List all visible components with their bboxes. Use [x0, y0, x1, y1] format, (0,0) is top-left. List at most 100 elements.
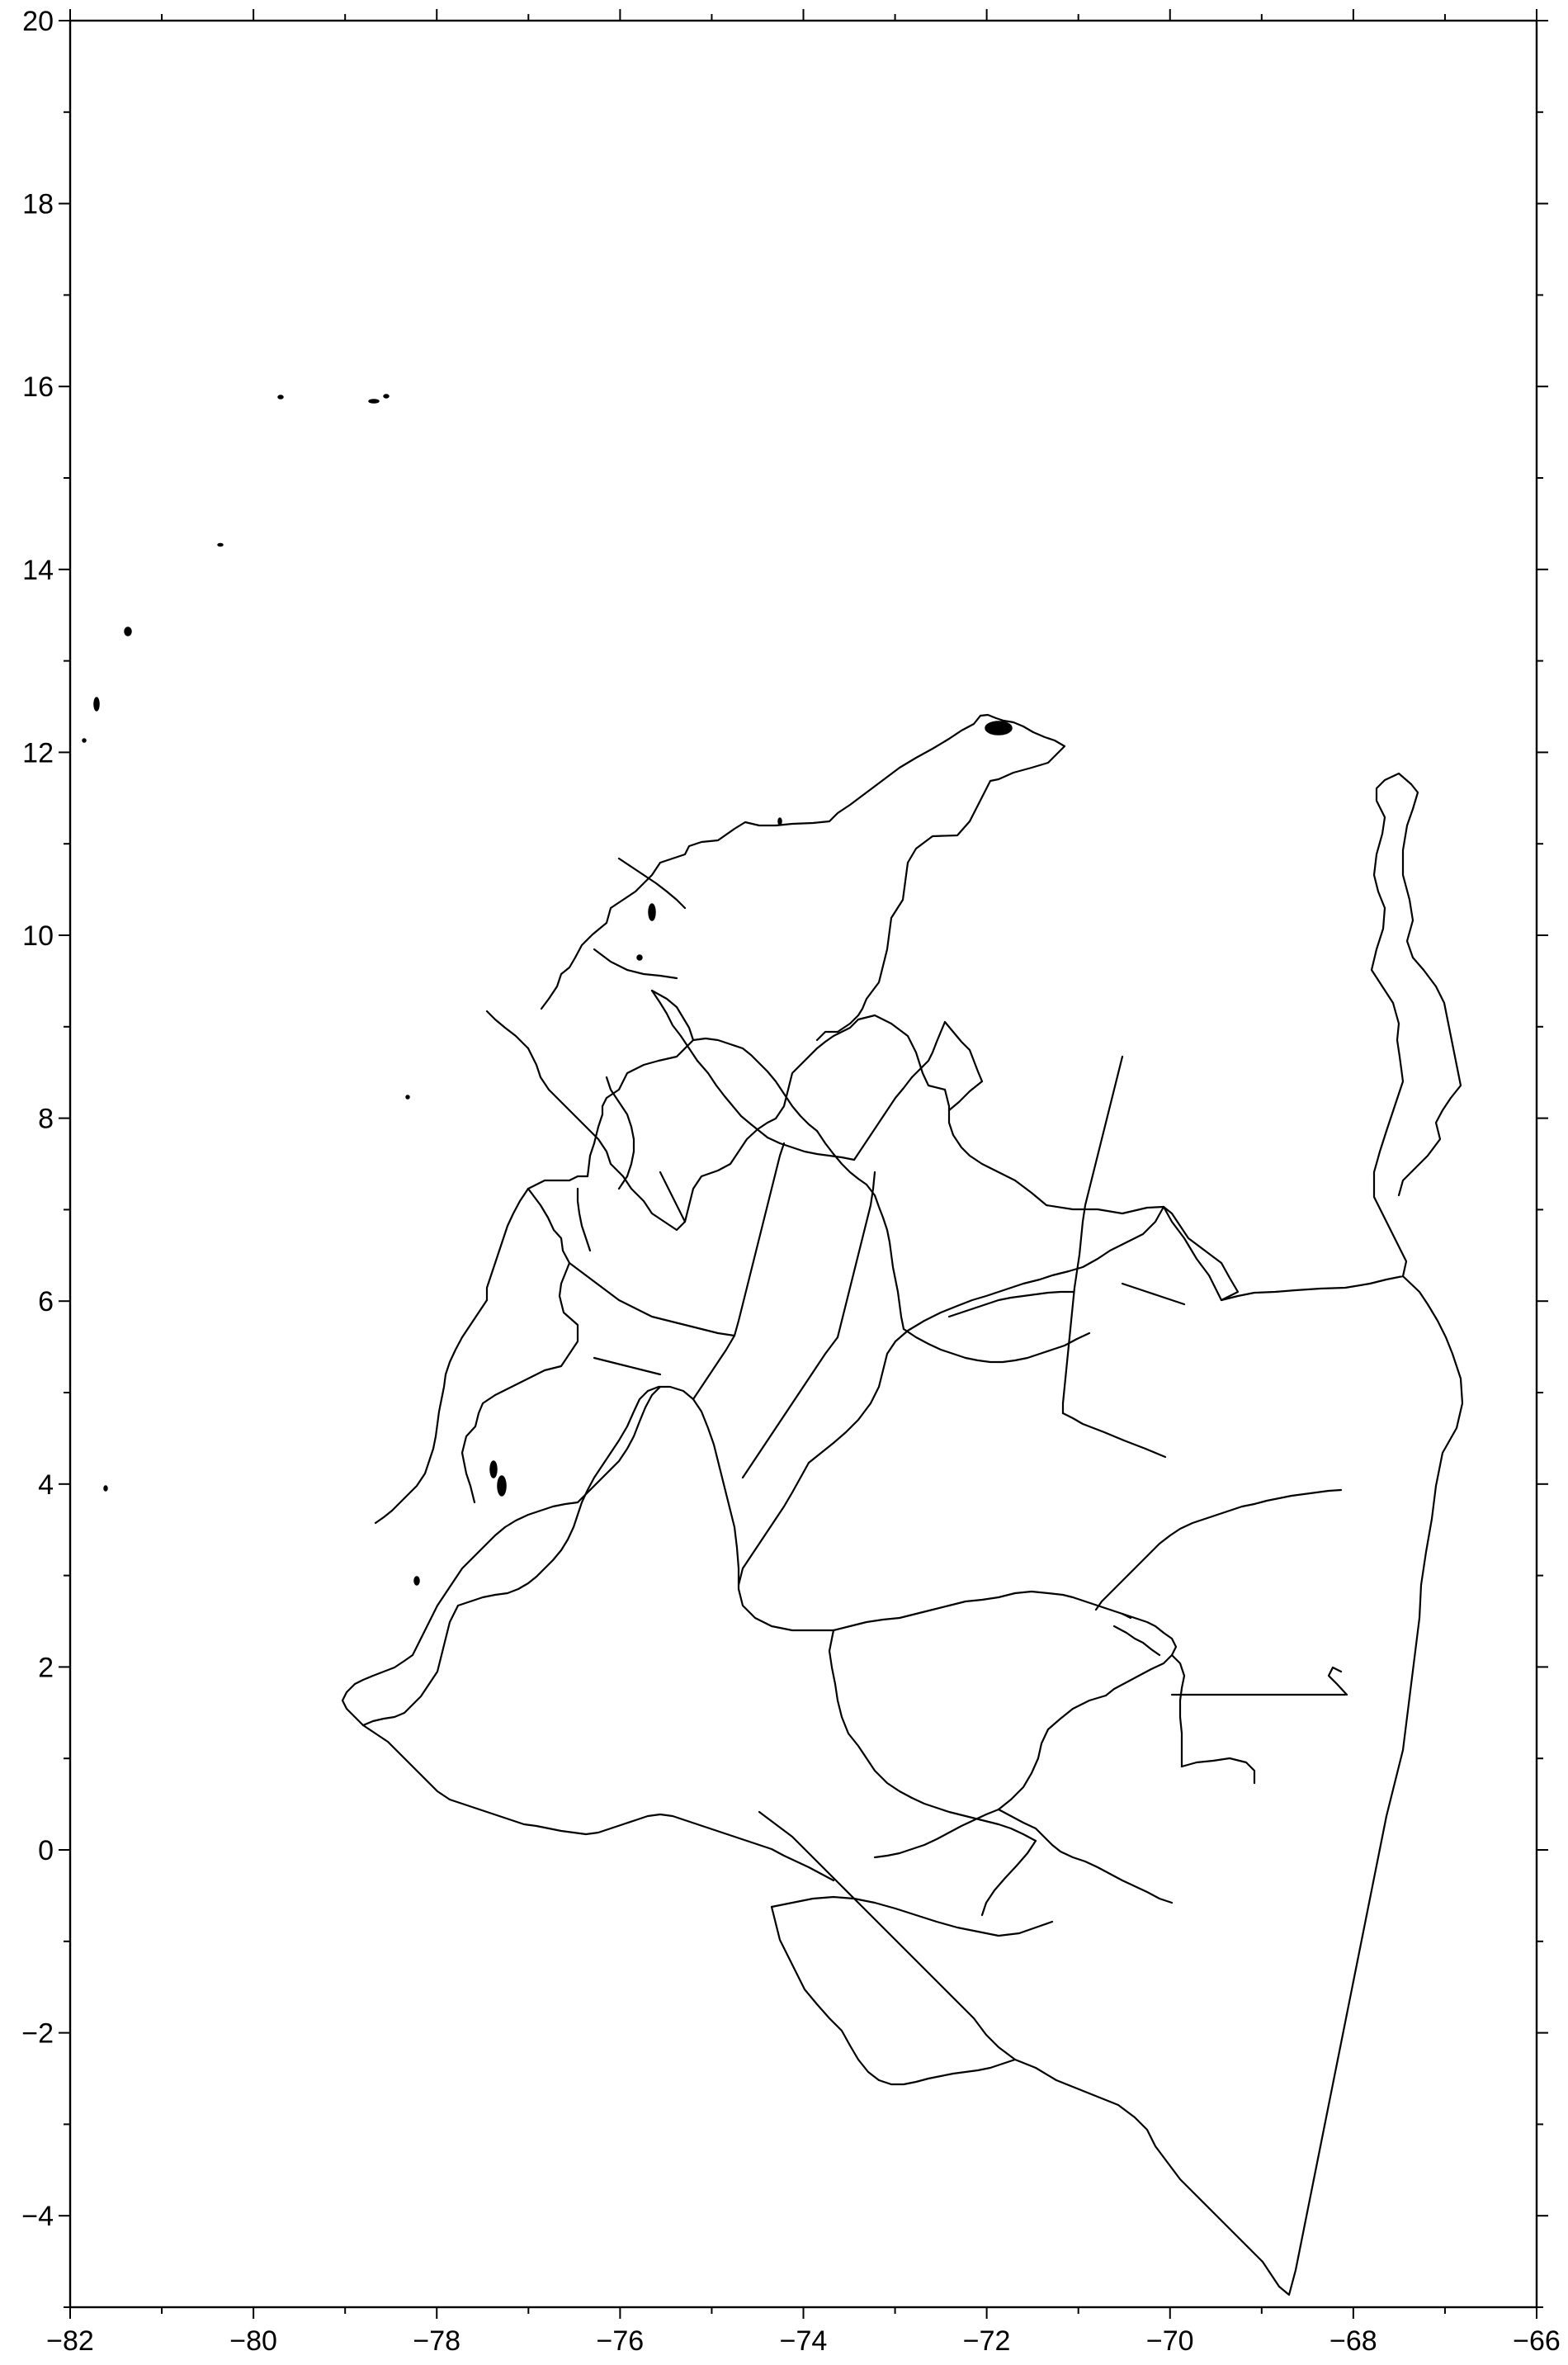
boundary-line	[341, 1604, 439, 1727]
y-tick-label: −4	[21, 2201, 54, 2232]
boundary-line	[836, 1171, 876, 1339]
boundary-line	[576, 1187, 592, 1252]
island	[777, 817, 782, 825]
y-tick-label: 4	[38, 1469, 54, 1501]
island	[93, 697, 100, 712]
boundary-line	[361, 1604, 460, 1727]
x-tick-label: −78	[413, 2325, 460, 2357]
boundary-line	[1061, 1412, 1167, 1459]
boundary-line	[540, 714, 982, 1010]
boundary-line	[758, 1275, 1464, 2296]
y-tick-label: 18	[22, 189, 54, 220]
boundary-line	[696, 1059, 769, 1139]
y-tick-label: 12	[22, 737, 54, 769]
boundary-line	[650, 989, 699, 1062]
x-tick-label: −72	[963, 2325, 1011, 2357]
island	[985, 721, 1013, 736]
boundary-line	[659, 1171, 687, 1223]
boundary-line	[997, 1808, 1174, 1904]
boundary-line	[770, 1905, 1017, 2086]
y-tick-label: 16	[22, 371, 54, 403]
boundary-line	[997, 1694, 1108, 1811]
boundary-line	[815, 713, 1066, 1042]
boundary-line	[1162, 772, 1462, 1302]
boundary-line	[828, 1629, 1037, 1842]
boundary-line	[902, 1327, 1091, 1364]
island	[497, 1475, 507, 1497]
x-tick-label: −76	[597, 2325, 645, 2357]
boundary-line	[737, 1461, 810, 1587]
x-tick-label: −70	[1146, 2325, 1194, 2357]
department-boundaries	[341, 713, 1464, 2296]
map-frame	[68, 19, 1538, 2309]
boundary-line	[1180, 1757, 1256, 1785]
boundary-line	[1104, 1612, 1178, 1697]
boundary-line	[910, 1020, 947, 1079]
boundary-line	[890, 1253, 905, 1331]
island	[103, 1485, 108, 1492]
y-tick-label: 2	[38, 1652, 54, 1683]
boundary-line	[617, 857, 687, 910]
boundary-line	[1094, 1488, 1343, 1611]
boundary-line	[943, 1020, 984, 1083]
x-tick-label: −66	[1513, 2325, 1561, 2357]
boundary-line	[460, 989, 695, 1504]
boundary-line	[873, 1808, 1000, 1859]
boundary-line	[741, 1336, 839, 1479]
x-tick-label: −80	[229, 2325, 277, 2357]
y-tick-label: 8	[38, 1104, 54, 1135]
y-tick-label: 6	[38, 1286, 54, 1317]
boundary-line	[527, 1018, 860, 1232]
boundary-line	[733, 1142, 786, 1337]
island	[277, 395, 284, 400]
island	[383, 394, 390, 399]
boundary-line	[1327, 1666, 1348, 1696]
islands	[82, 394, 1013, 1586]
boundary-line	[456, 1385, 835, 1632]
island	[413, 1576, 420, 1586]
boundary-line	[593, 948, 678, 980]
boundary-line	[361, 1724, 835, 1882]
island	[82, 738, 87, 743]
boundary-line	[692, 1334, 736, 1401]
boundary-line	[605, 1076, 635, 1190]
y-tick-label: −2	[21, 2018, 54, 2050]
x-tick-label: −68	[1329, 2325, 1377, 2357]
boundary-line	[980, 1839, 1037, 1917]
boundary-line	[852, 1076, 914, 1161]
island	[405, 1095, 410, 1100]
boundary-line	[766, 1070, 819, 1133]
boundary-line	[832, 1590, 1132, 1632]
boundary-line	[436, 1501, 579, 1607]
boundary-line	[857, 1014, 1240, 1302]
axis-ticks	[59, 9, 1548, 2319]
boundary-line	[1112, 1625, 1161, 1657]
boundary-line	[568, 1261, 736, 1337]
island	[636, 954, 643, 961]
boundary-line	[815, 1129, 868, 1186]
island	[648, 903, 656, 921]
x-tick-label: −82	[46, 2325, 94, 2357]
island	[368, 399, 380, 404]
boundary-line	[576, 1385, 662, 1504]
boundary-line	[692, 1037, 769, 1073]
boundary-line	[807, 1205, 1165, 1464]
x-tick-label: −74	[780, 2325, 828, 2357]
boundary-line	[593, 1356, 662, 1376]
boundary-line	[947, 1290, 1074, 1318]
boundary-line	[485, 1187, 530, 1302]
boundary-line	[770, 1895, 1054, 1937]
boundary-line	[374, 1298, 489, 1525]
boundary-line	[485, 1010, 530, 1050]
island	[217, 542, 224, 547]
x-axis-tick-labels: −82 −80 −78 −76 −74 −72 −70 −68 −66	[46, 2325, 1561, 2357]
y-tick-label: 0	[38, 1835, 54, 1866]
y-tick-label: 10	[22, 920, 54, 952]
y-tick-label: 20	[22, 6, 54, 37]
boundary-line	[1170, 1653, 1186, 1768]
y-tick-label: 14	[22, 555, 54, 586]
boundary-line	[1121, 1282, 1186, 1306]
boundary-line	[1061, 1055, 1124, 1415]
